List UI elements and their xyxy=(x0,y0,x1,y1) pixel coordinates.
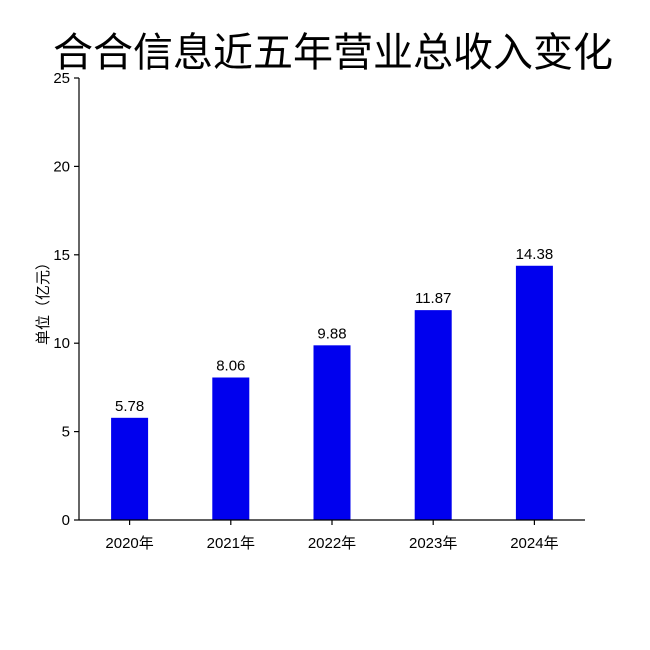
y-axis-ticks: 0 5 10 15 20 25 xyxy=(53,70,79,529)
y-tick-label-2: 10 xyxy=(53,335,70,352)
x-tick-label-4: 2024年 xyxy=(510,535,558,552)
data-label-0: 5.78 xyxy=(115,398,144,415)
y-tick-label-5: 25 xyxy=(53,70,70,87)
data-label-2: 9.88 xyxy=(317,325,346,342)
bar-0 xyxy=(111,417,149,520)
data-label-4: 14.38 xyxy=(516,246,554,263)
y-axis-label: 单位（亿元） xyxy=(34,255,52,345)
x-tick-label-1: 2021年 xyxy=(207,535,255,552)
y-tick-label-3: 15 xyxy=(53,247,70,264)
y-tick-label-0: 0 xyxy=(62,512,70,529)
value-labels-group: 5.78 8.06 9.88 11.87 14.38 xyxy=(115,246,553,415)
y-tick-label-1: 5 xyxy=(62,424,70,441)
data-label-3: 11.87 xyxy=(415,290,451,307)
x-tick-label-2: 2022年 xyxy=(308,535,356,552)
x-axis-ticks: 2020年 2021年 2022年 2023年 2024年 xyxy=(105,520,559,552)
bar-3 xyxy=(414,310,452,520)
y-tick-label-4: 20 xyxy=(53,158,70,175)
x-tick-label-3: 2023年 xyxy=(409,535,457,552)
bar-2 xyxy=(313,345,351,520)
chart-title: 合合信息近五年营业总收入变化 xyxy=(53,30,613,76)
data-label-1: 8.06 xyxy=(216,357,245,374)
x-tick-label-0: 2020年 xyxy=(105,535,153,552)
bar-1 xyxy=(212,377,250,520)
bar-4 xyxy=(515,265,553,520)
bars-group xyxy=(111,265,553,520)
